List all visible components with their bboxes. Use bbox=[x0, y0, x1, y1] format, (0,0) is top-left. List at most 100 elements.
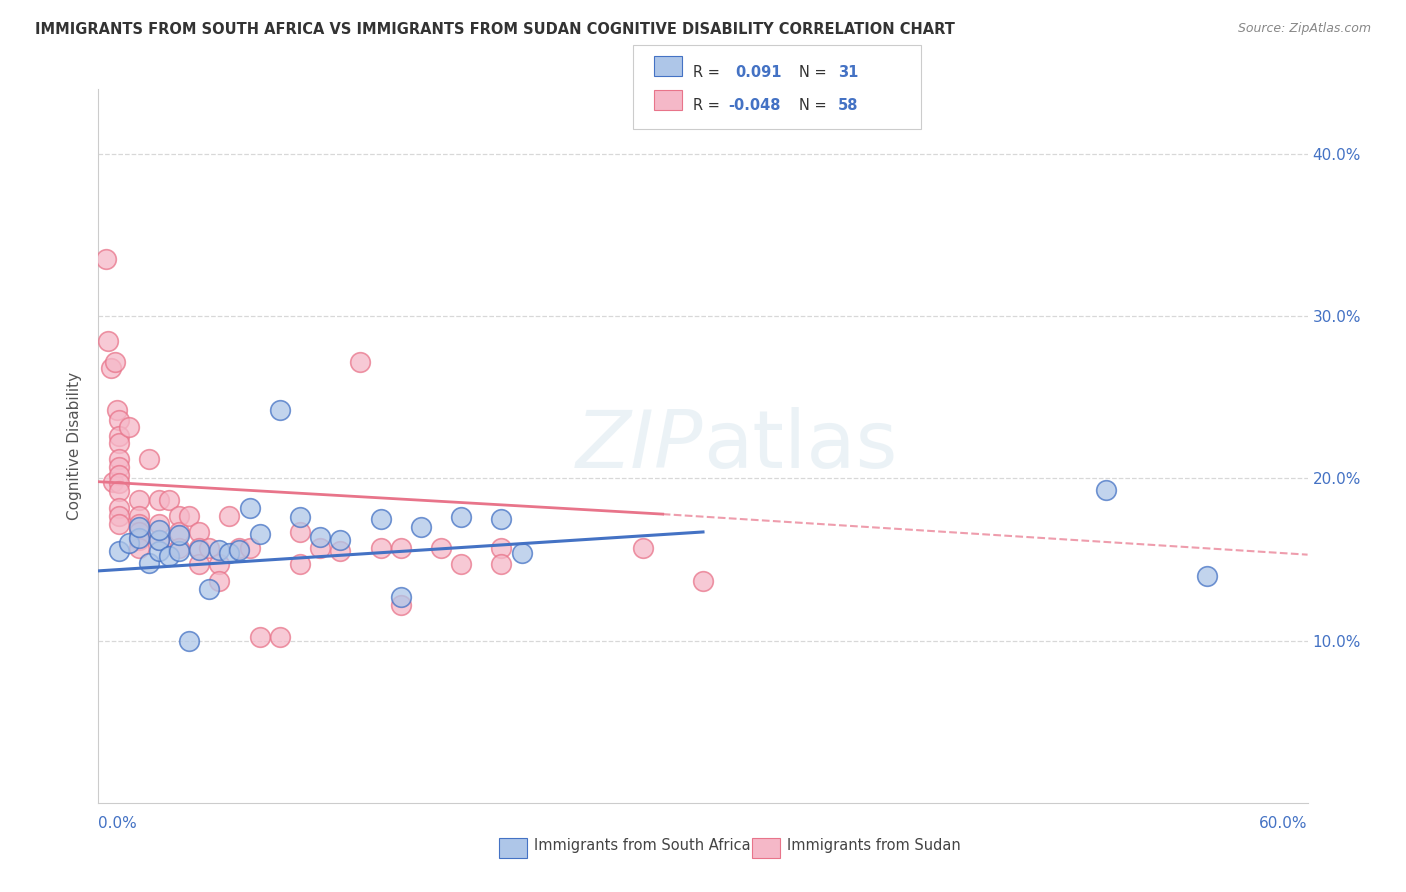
Point bbox=[167, 508, 190, 523]
Point bbox=[167, 528, 190, 542]
Point bbox=[239, 541, 262, 556]
Point bbox=[107, 429, 129, 443]
Point bbox=[157, 549, 180, 564]
Point bbox=[208, 558, 231, 572]
Point bbox=[450, 558, 472, 572]
Point bbox=[138, 556, 160, 570]
Point bbox=[107, 484, 129, 499]
Text: 0.091: 0.091 bbox=[735, 65, 782, 80]
Point bbox=[107, 452, 129, 467]
Point bbox=[179, 633, 201, 648]
Text: 60.0%: 60.0% bbox=[1260, 815, 1308, 830]
Point bbox=[389, 590, 412, 604]
Point bbox=[288, 510, 311, 524]
Point bbox=[128, 533, 150, 547]
Point bbox=[96, 252, 118, 267]
Point bbox=[101, 475, 124, 489]
Point bbox=[107, 435, 129, 450]
Point bbox=[228, 542, 250, 557]
Text: R =: R = bbox=[693, 98, 724, 113]
Text: Source: ZipAtlas.com: Source: ZipAtlas.com bbox=[1237, 22, 1371, 36]
Y-axis label: Cognitive Disability: Cognitive Disability bbox=[67, 372, 83, 520]
Point bbox=[128, 524, 150, 539]
Point bbox=[148, 492, 170, 507]
Point bbox=[148, 544, 170, 558]
Point bbox=[188, 541, 211, 556]
Point bbox=[430, 541, 453, 556]
Text: Immigrants from Sudan: Immigrants from Sudan bbox=[787, 838, 962, 854]
Point bbox=[370, 541, 392, 556]
Point bbox=[107, 516, 129, 531]
Point bbox=[249, 526, 271, 541]
Point bbox=[631, 541, 654, 556]
Point bbox=[97, 334, 120, 348]
Point bbox=[107, 544, 129, 558]
Point bbox=[389, 541, 412, 556]
Point bbox=[128, 508, 150, 523]
Point bbox=[188, 542, 211, 557]
Point bbox=[128, 532, 150, 546]
Point bbox=[188, 558, 211, 572]
Point bbox=[128, 492, 150, 507]
Point bbox=[148, 533, 170, 547]
Text: N =: N = bbox=[799, 98, 831, 113]
Point bbox=[329, 544, 352, 558]
Point bbox=[107, 500, 129, 515]
Point bbox=[148, 524, 170, 538]
Point bbox=[309, 541, 332, 556]
Point bbox=[491, 541, 513, 556]
Point bbox=[208, 542, 231, 557]
Point bbox=[1095, 483, 1118, 497]
Point bbox=[218, 508, 240, 523]
Point bbox=[167, 524, 190, 539]
Point bbox=[198, 541, 221, 556]
Text: 58: 58 bbox=[838, 98, 859, 113]
Point bbox=[370, 512, 392, 526]
Text: atlas: atlas bbox=[703, 407, 897, 485]
Point bbox=[450, 510, 472, 524]
Point bbox=[107, 508, 129, 523]
Point bbox=[309, 530, 332, 544]
Point bbox=[349, 354, 371, 368]
Point bbox=[167, 544, 190, 558]
Point bbox=[179, 508, 201, 523]
Point bbox=[128, 541, 150, 556]
Point bbox=[269, 403, 291, 417]
Point bbox=[198, 582, 221, 596]
Point bbox=[167, 541, 190, 556]
Point bbox=[128, 520, 150, 534]
Text: R =: R = bbox=[693, 65, 724, 80]
Point bbox=[118, 536, 141, 550]
Point bbox=[288, 558, 311, 572]
Point bbox=[105, 403, 128, 417]
Point bbox=[288, 524, 311, 539]
Point bbox=[239, 500, 262, 515]
Point bbox=[107, 468, 129, 483]
Text: N =: N = bbox=[799, 65, 831, 80]
Point bbox=[148, 533, 170, 547]
Point bbox=[491, 558, 513, 572]
Text: 31: 31 bbox=[838, 65, 858, 80]
Text: Immigrants from South Africa: Immigrants from South Africa bbox=[534, 838, 751, 854]
Point bbox=[118, 419, 141, 434]
Point bbox=[107, 413, 129, 427]
Point bbox=[128, 516, 150, 531]
Point bbox=[329, 533, 352, 547]
Point bbox=[510, 546, 533, 560]
Text: ZIP: ZIP bbox=[575, 407, 703, 485]
Point bbox=[409, 520, 432, 534]
Point bbox=[107, 460, 129, 475]
Point bbox=[491, 512, 513, 526]
Point bbox=[1195, 568, 1218, 582]
Point bbox=[107, 476, 129, 491]
Text: 0.0%: 0.0% bbox=[98, 815, 138, 830]
Point bbox=[218, 546, 240, 560]
Point bbox=[103, 354, 125, 368]
Text: -0.048: -0.048 bbox=[728, 98, 780, 113]
Point bbox=[148, 516, 170, 531]
Text: IMMIGRANTS FROM SOUTH AFRICA VS IMMIGRANTS FROM SUDAN COGNITIVE DISABILITY CORRE: IMMIGRANTS FROM SOUTH AFRICA VS IMMIGRAN… bbox=[35, 22, 955, 37]
Point bbox=[249, 631, 271, 645]
Point bbox=[269, 631, 291, 645]
Point bbox=[100, 361, 122, 376]
Point bbox=[208, 574, 231, 588]
